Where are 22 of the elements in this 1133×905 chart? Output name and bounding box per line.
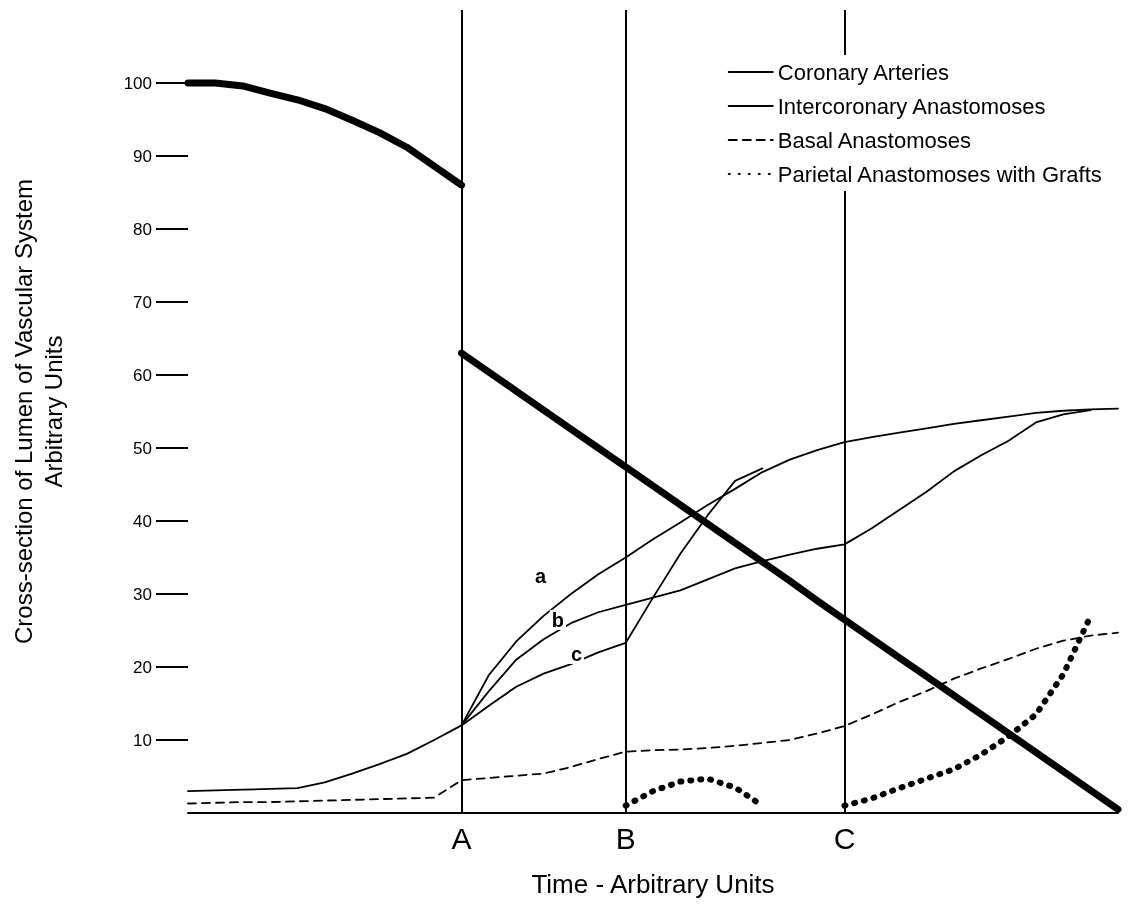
legend-label: Coronary Arteries: [777, 59, 949, 85]
legend-label: Basal Anastomoses: [777, 127, 971, 153]
annotation: b: [551, 609, 564, 631]
y-tick-label: 100: [123, 73, 152, 93]
y-tick-label: 40: [133, 511, 152, 531]
y-tick-label: 90: [133, 146, 152, 166]
y-axis-title: Cross-section of Lumen of Vascular System Arbitrary Units: [9, 178, 67, 645]
y-tick-label: 30: [133, 584, 152, 604]
y-tick-label: 20: [133, 657, 152, 677]
legend-label: Parietal Anastomoses with Grafts: [777, 161, 1102, 187]
y-tick-label: 60: [133, 365, 152, 385]
x-axis-title: Time - Arbitrary Units: [531, 869, 775, 899]
y-tick-label: 80: [133, 219, 152, 239]
x-tick-label: B: [615, 821, 636, 855]
x-tick-label: C: [833, 821, 856, 855]
y-tick-label: 70: [133, 292, 152, 312]
annotation: c: [570, 643, 582, 665]
legend-label: Intercoronary Anastomoses: [777, 93, 1046, 119]
annotation: a: [534, 565, 547, 587]
x-tick-label: A: [451, 821, 472, 855]
y-tick-label: 10: [133, 730, 152, 750]
y-tick-label: 50: [133, 438, 152, 458]
